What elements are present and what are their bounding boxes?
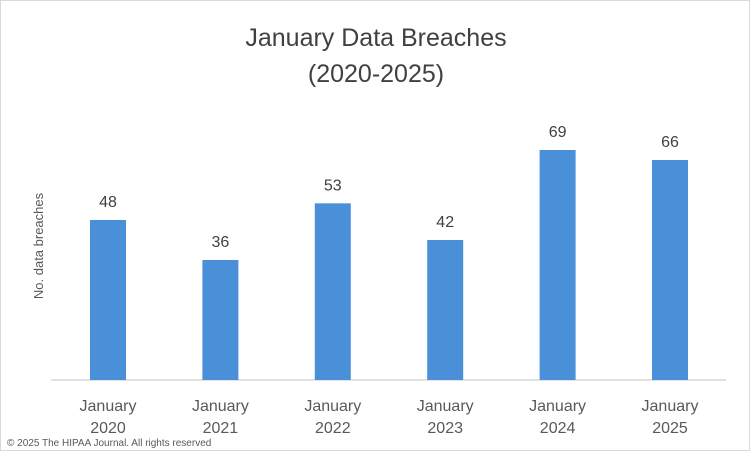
x-tick-label: January: [80, 398, 137, 415]
copyright-footer: © 2025 The HIPAA Journal. All rights res…: [7, 438, 212, 449]
bar-2022: [314, 203, 351, 380]
data-label: 42: [436, 214, 454, 231]
x-tick-label: January: [304, 398, 361, 415]
x-tick-label: January: [529, 398, 586, 415]
y-axis-label: No. data breaches: [31, 192, 46, 299]
data-label: 69: [549, 124, 567, 141]
x-tick-label: 2023: [427, 420, 463, 437]
bar-2025: [652, 160, 688, 380]
data-label: 53: [324, 177, 342, 194]
x-tick-label: January: [192, 398, 249, 415]
data-label: 48: [99, 194, 117, 211]
x-tick-label: January: [642, 398, 699, 415]
bar-2024: [539, 150, 576, 380]
x-tick-label: 2020: [90, 420, 126, 437]
bar-2021: [202, 260, 239, 380]
bar-2020: [90, 220, 126, 380]
data-label: 66: [661, 134, 679, 151]
x-tick-label: 2025: [652, 420, 688, 437]
data-label: 36: [212, 234, 230, 251]
chart-title-line-2: (2020-2025): [308, 60, 444, 88]
bar-2023: [427, 240, 464, 380]
x-tick-label: 2022: [315, 420, 351, 437]
x-tick-label: 2024: [540, 420, 576, 437]
x-tick-label: January: [417, 398, 474, 415]
chart-title-line-1: January Data Breaches: [245, 24, 506, 52]
x-tick-label: 2021: [203, 420, 239, 437]
